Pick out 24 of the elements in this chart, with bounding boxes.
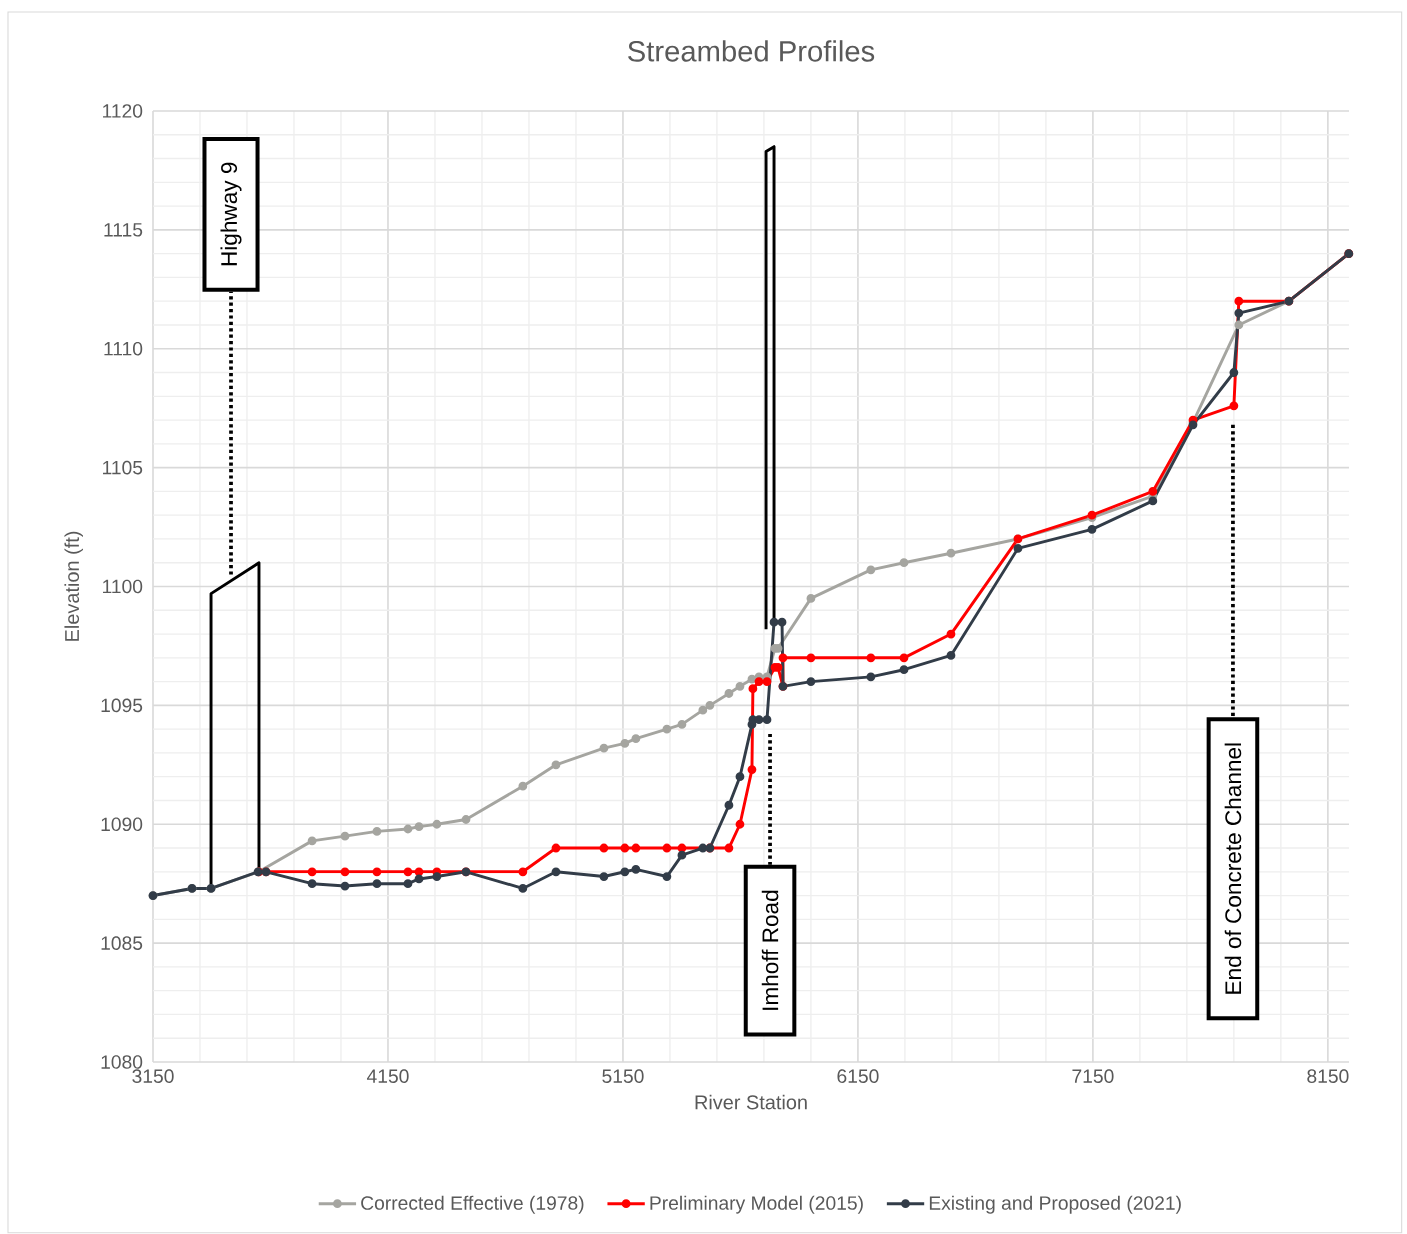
x-tick-label: 6150 [837, 1069, 879, 1083]
legend-label: Corrected Effective (1978) [361, 1195, 584, 1214]
legend-label: Existing and Proposed (2021) [929, 1195, 1181, 1214]
y-tick-label: 1080 [101, 1055, 143, 1069]
x-tick-label: 4150 [366, 1069, 409, 1083]
x-tick-label: 5150 [602, 1069, 644, 1083]
x-tick-label: 8150 [1307, 1069, 1349, 1083]
annotation: End of Concrete Channel [1224, 743, 1242, 994]
y-tick-label: 1100 [103, 579, 143, 594]
x-tick-label: 7150 [1072, 1069, 1114, 1083]
x-axis-title: River Station [695, 1094, 807, 1110]
annotation: Imhoff Road [761, 890, 779, 1010]
y-axis-title: Elevation (ft) [64, 531, 83, 641]
chart-title: Streambed Profiles [628, 40, 875, 62]
annotation: Highway 9 [220, 162, 242, 266]
legend-label: Preliminary Model (2015) [650, 1195, 863, 1214]
y-tick-label: 1105 [103, 460, 143, 475]
x-tick-label: 3150 [132, 1069, 174, 1083]
y-tick-label: 1095 [101, 698, 143, 713]
y-tick-label: 1085 [101, 936, 143, 950]
y-tick-label: 1110 [104, 341, 143, 356]
y-tick-label: 1115 [104, 223, 143, 237]
y-tick-label: 1120 [103, 104, 143, 118]
y-tick-label: 1090 [101, 817, 143, 832]
